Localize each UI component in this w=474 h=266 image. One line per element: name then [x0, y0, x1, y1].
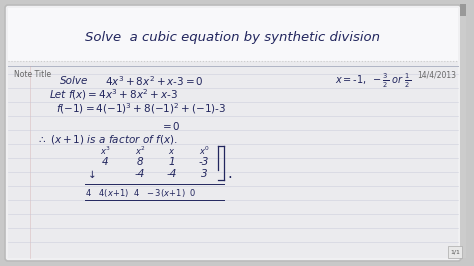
Bar	[8, 61, 458, 258]
Text: Solve: Solve	[60, 76, 88, 86]
Text: 8: 8	[137, 157, 143, 167]
Text: -3: -3	[199, 157, 209, 167]
Text: $x$$=$-$1,\ -\frac{3}{2}\ or\ \frac{1}{2}$: $x$$=$-$1,\ -\frac{3}{2}\ or\ \frac{1}{2…	[335, 72, 411, 90]
Text: Let: Let	[50, 90, 66, 100]
Text: $x^0$: $x^0$	[199, 145, 210, 157]
FancyBboxPatch shape	[5, 5, 461, 261]
Text: 3: 3	[201, 169, 207, 179]
Text: $4x^3+8x^2+x$-$3=0$: $4x^3+8x^2+x$-$3=0$	[105, 74, 204, 88]
Text: 1/1: 1/1	[450, 250, 460, 255]
Text: -4: -4	[167, 169, 177, 179]
Text: $\downarrow$: $\downarrow$	[85, 168, 95, 180]
Text: 14/4/2013: 14/4/2013	[417, 70, 456, 79]
Text: .: .	[227, 167, 232, 181]
Text: $4\ \ \ 4(x\!+\!1)\ \ 4\ \ -3(x\!+\!1)\ \ 0$: $4\ \ \ 4(x\!+\!1)\ \ 4\ \ -3(x\!+\!1)\ …	[85, 187, 197, 199]
Text: -4: -4	[135, 169, 145, 179]
Text: $\therefore\ (x+1)\ is\ a\ factor\ of\ f(x).$: $\therefore\ (x+1)\ is\ a\ factor\ of\ f…	[36, 134, 178, 147]
Text: $=0$: $=0$	[160, 120, 181, 132]
Text: $f(-1)=4(-1)^3+8(-1)^2+(-1)$-$3$: $f(-1)=4(-1)^3+8(-1)^2+(-1)$-$3$	[56, 102, 226, 117]
Text: Note Title: Note Title	[14, 70, 51, 79]
Text: $x^2$: $x^2$	[135, 145, 146, 157]
Text: $x^3$: $x^3$	[100, 145, 110, 157]
Text: $f(x)=4x^3+8x^2+x$-$3$: $f(x)=4x^3+8x^2+x$-$3$	[68, 88, 178, 102]
Bar	[460, 8, 466, 258]
Bar	[448, 246, 462, 258]
Bar	[460, 4, 466, 16]
Bar	[8, 8, 458, 61]
Text: $x$: $x$	[168, 147, 176, 156]
Text: 1: 1	[169, 157, 175, 167]
Text: Solve  a cubic equation by synthetic division: Solve a cubic equation by synthetic divi…	[85, 31, 381, 44]
Text: 4: 4	[102, 157, 109, 167]
